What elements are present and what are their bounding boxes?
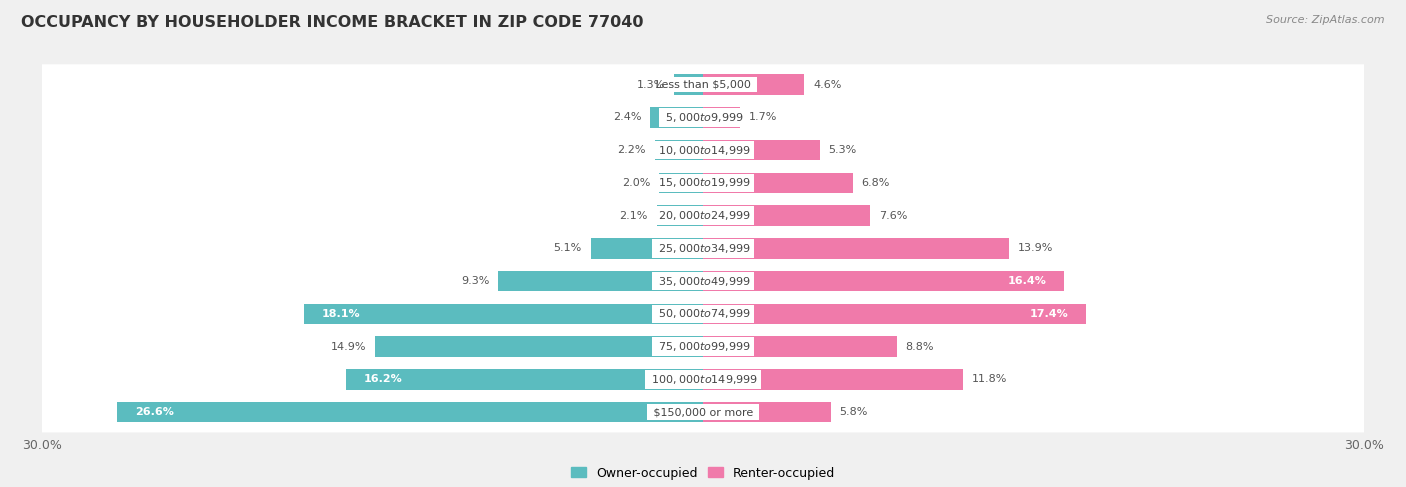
FancyBboxPatch shape <box>28 64 1378 105</box>
FancyBboxPatch shape <box>28 130 1378 170</box>
FancyBboxPatch shape <box>28 261 1378 301</box>
Bar <box>650 107 703 128</box>
Bar <box>591 238 703 259</box>
Text: 5.3%: 5.3% <box>828 145 856 155</box>
Bar <box>703 369 963 390</box>
Bar <box>675 75 703 95</box>
Text: 17.4%: 17.4% <box>1031 309 1069 319</box>
Bar <box>703 337 897 357</box>
Text: 13.9%: 13.9% <box>1018 244 1053 253</box>
Text: 5.8%: 5.8% <box>839 407 868 417</box>
Bar <box>703 140 820 160</box>
Text: 26.6%: 26.6% <box>135 407 173 417</box>
Bar <box>703 271 1064 291</box>
Text: OCCUPANCY BY HOUSEHOLDER INCOME BRACKET IN ZIP CODE 77040: OCCUPANCY BY HOUSEHOLDER INCOME BRACKET … <box>21 15 644 30</box>
Text: 9.3%: 9.3% <box>461 276 489 286</box>
Text: 8.8%: 8.8% <box>905 342 934 352</box>
Text: $20,000 to $24,999: $20,000 to $24,999 <box>655 209 751 222</box>
Text: 2.2%: 2.2% <box>617 145 645 155</box>
Text: 5.1%: 5.1% <box>554 244 582 253</box>
Bar <box>117 402 703 422</box>
Text: $35,000 to $49,999: $35,000 to $49,999 <box>655 275 751 288</box>
Text: 4.6%: 4.6% <box>813 79 842 90</box>
Bar <box>498 271 703 291</box>
Text: 2.1%: 2.1% <box>620 210 648 221</box>
Bar <box>703 75 804 95</box>
Bar <box>659 173 703 193</box>
Bar <box>703 238 1010 259</box>
Text: $25,000 to $34,999: $25,000 to $34,999 <box>655 242 751 255</box>
FancyBboxPatch shape <box>28 359 1378 400</box>
Bar <box>304 304 703 324</box>
Text: $10,000 to $14,999: $10,000 to $14,999 <box>655 144 751 157</box>
FancyBboxPatch shape <box>28 163 1378 203</box>
Text: Less than $5,000: Less than $5,000 <box>652 79 754 90</box>
FancyBboxPatch shape <box>28 228 1378 269</box>
Text: 7.6%: 7.6% <box>879 210 908 221</box>
Text: $150,000 or more: $150,000 or more <box>650 407 756 417</box>
Text: 2.4%: 2.4% <box>613 112 641 122</box>
Text: $5,000 to $9,999: $5,000 to $9,999 <box>662 111 744 124</box>
Text: $50,000 to $74,999: $50,000 to $74,999 <box>655 307 751 320</box>
FancyBboxPatch shape <box>28 97 1378 138</box>
Bar <box>657 206 703 226</box>
Bar <box>375 337 703 357</box>
Bar <box>703 206 870 226</box>
Text: 1.7%: 1.7% <box>749 112 778 122</box>
Text: 1.3%: 1.3% <box>637 79 665 90</box>
Bar <box>703 173 853 193</box>
FancyBboxPatch shape <box>28 326 1378 367</box>
Text: 11.8%: 11.8% <box>972 375 1007 384</box>
Text: $15,000 to $19,999: $15,000 to $19,999 <box>655 176 751 189</box>
FancyBboxPatch shape <box>28 392 1378 432</box>
Bar <box>703 107 741 128</box>
Bar <box>655 140 703 160</box>
Text: 16.4%: 16.4% <box>1008 276 1046 286</box>
Text: 18.1%: 18.1% <box>322 309 360 319</box>
Legend: Owner-occupied, Renter-occupied: Owner-occupied, Renter-occupied <box>567 462 839 485</box>
FancyBboxPatch shape <box>28 195 1378 236</box>
Bar <box>703 402 831 422</box>
Text: Source: ZipAtlas.com: Source: ZipAtlas.com <box>1267 15 1385 25</box>
Bar <box>703 304 1087 324</box>
Text: 2.0%: 2.0% <box>621 178 650 188</box>
Text: $100,000 to $149,999: $100,000 to $149,999 <box>648 373 758 386</box>
Text: $75,000 to $99,999: $75,000 to $99,999 <box>655 340 751 353</box>
Text: 14.9%: 14.9% <box>330 342 366 352</box>
Text: 6.8%: 6.8% <box>862 178 890 188</box>
Bar <box>346 369 703 390</box>
FancyBboxPatch shape <box>28 294 1378 334</box>
Text: 16.2%: 16.2% <box>364 375 402 384</box>
